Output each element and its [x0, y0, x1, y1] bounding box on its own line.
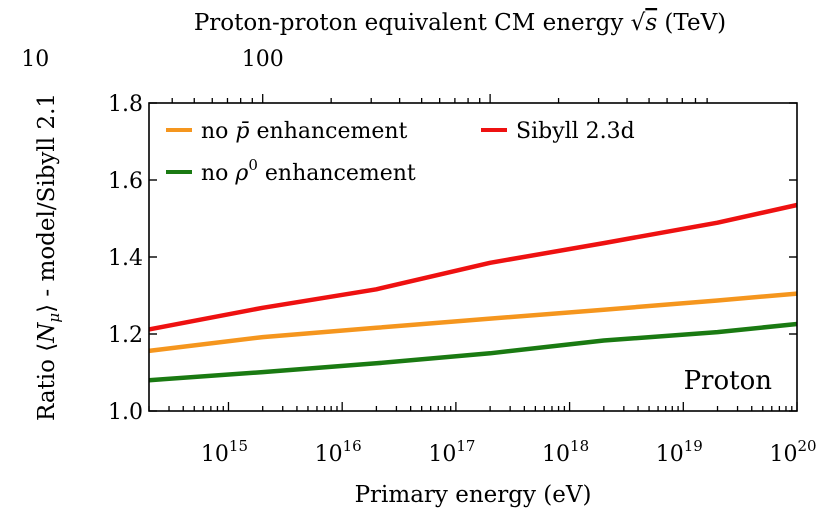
- annotation-proton: Proton: [684, 366, 773, 396]
- top-axis-ticks: 110100: [21, 47, 708, 103]
- legend: no p̄ enhancement Sibyll 2.3d no ρ0 enha…: [166, 119, 635, 186]
- y-tick-label: 1.4: [108, 246, 143, 271]
- x-tick-label: 1020: [769, 437, 816, 467]
- bottom-axis-ticks: 1015 1016 1017 1018 1019 1020: [148, 402, 817, 467]
- legend-label-no-rho: no ρ0 enhancement: [201, 156, 416, 186]
- top-tick-label: 100: [242, 47, 284, 72]
- y-tick-label: 1.0: [108, 400, 143, 425]
- top-axis-title: Proton-proton equivalent CM energy √s (T…: [194, 10, 726, 36]
- top-tick-label: 10: [21, 47, 49, 72]
- x-tick-label: 1018: [542, 437, 589, 467]
- x-tick-label: 1016: [315, 437, 362, 467]
- x-tick-label: 1015: [201, 437, 248, 467]
- top-axis-title-prefix: Proton-proton equivalent CM energy: [194, 10, 631, 36]
- y-tick-label: 1.2: [108, 323, 143, 348]
- y-axis-ticks: 1.0 1.2 1.4 1.6 1.8: [108, 92, 797, 425]
- legend-label-no-pbar: no p̄ enhancement: [201, 119, 408, 144]
- plot-frame: [148, 102, 798, 412]
- series-line: [148, 291, 798, 354]
- sqrt-symbol: √: [631, 10, 646, 36]
- x-axis-title: Primary energy (eV): [355, 482, 592, 508]
- y-axis-title: Ratio ⟨Nμ⟩ - model/Sibyll 2.1: [34, 93, 63, 421]
- x-tick-label: 1019: [656, 437, 703, 467]
- series-group: [148, 202, 798, 383]
- y-tick-label: 1.6: [108, 169, 143, 194]
- y-tick-label: 1.8: [108, 92, 143, 117]
- sqrt-argument: s: [645, 10, 657, 36]
- series-line: [148, 202, 798, 332]
- series-line: [148, 321, 798, 383]
- top-axis-title-suffix: (TeV): [657, 10, 726, 36]
- legend-label-sibyll: Sibyll 2.3d: [516, 119, 635, 144]
- x-tick-label: 1017: [428, 437, 475, 467]
